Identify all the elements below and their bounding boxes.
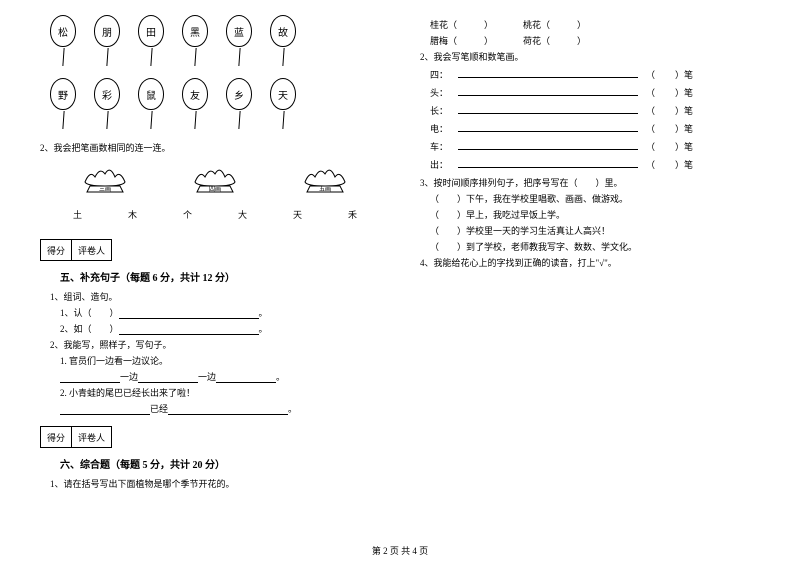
stroke-row: 头：（）笔 <box>430 86 760 99</box>
s6-q4: 4、我能给花心上的字找到正确的读音，打上"√"。 <box>420 256 760 269</box>
stroke-row: 电：（）笔 <box>430 122 760 135</box>
blank <box>168 405 288 415</box>
balloon-char: 故 <box>270 15 296 47</box>
s5-q1-2: 2、如（ ）。 <box>60 322 390 335</box>
blank <box>119 325 259 335</box>
char-row: 土 木 个 大 天 禾 <box>40 208 390 221</box>
flower-row: 桂花（ ） 桃花（ ） <box>430 18 760 31</box>
balloon-char: 黑 <box>182 15 208 47</box>
blank <box>458 95 638 96</box>
s6-q3-line: （ ）早上，我吃过早饭上学。 <box>430 208 760 221</box>
score-box: 得分 评卷人 <box>40 239 112 261</box>
balloon-char: 天 <box>270 78 296 110</box>
blank <box>119 309 259 319</box>
s5-q1: 1、组词、造句。 <box>50 290 390 303</box>
stroke-row: 四：（）笔 <box>430 68 760 81</box>
flower-row: 腊梅（ ） 荷花（ ） <box>430 34 760 47</box>
balloon-char: 乡 <box>226 78 252 110</box>
balloon-char: 田 <box>138 15 164 47</box>
balloon: 乡 <box>226 78 252 129</box>
grader-label: 评卷人 <box>72 427 111 447</box>
balloon-char: 彩 <box>94 78 120 110</box>
s5-q2: 2、我能写，照样子，写句子。 <box>50 338 390 351</box>
lotus-row: 三画 四画 五画 <box>40 162 390 198</box>
svg-text:五画: 五画 <box>319 186 331 193</box>
char: 禾 <box>348 208 357 221</box>
blank <box>60 373 120 383</box>
blank <box>138 373 198 383</box>
s6-q2: 2、我会写笔顺和数笔画。 <box>420 50 760 63</box>
balloon-char: 友 <box>182 78 208 110</box>
flower-item: 桂花（ ） <box>430 18 493 31</box>
blank <box>458 167 638 168</box>
s5-q2-1: 1. 官员们一边看一边议论。 <box>60 354 390 367</box>
balloon-char: 松 <box>50 15 76 47</box>
page-footer: 第 2 页 共 4 页 <box>0 544 800 557</box>
s5-q1-1: 1、认（ ）。 <box>60 306 390 319</box>
blank <box>458 113 638 114</box>
flower-item: 桃花（ ） <box>523 18 586 31</box>
s5-q2-2: 2. 小青蛙的尾巴已经长出来了啦！ <box>60 386 390 399</box>
blank <box>458 149 638 150</box>
lotus-icon: 三画 <box>75 162 135 198</box>
balloon: 田 <box>138 15 164 66</box>
score-box: 得分 评卷人 <box>40 426 112 448</box>
blank <box>458 131 638 132</box>
svg-text:四画: 四画 <box>209 186 221 193</box>
stroke-row: 车：（）笔 <box>430 140 760 153</box>
balloon-char: 野 <box>50 78 76 110</box>
balloon: 黑 <box>182 15 208 66</box>
char: 大 <box>238 208 247 221</box>
flower-item: 荷花（ ） <box>523 34 586 47</box>
flower-item: 腊梅（ ） <box>430 34 493 47</box>
balloon-char: 朋 <box>94 15 120 47</box>
s6-q1: 1、请在括号写出下面植物是哪个季节开花的。 <box>50 477 390 490</box>
balloon: 友 <box>182 78 208 129</box>
char: 天 <box>293 208 302 221</box>
section-6-title: 六、综合题（每题 5 分，共计 20 分） <box>60 456 390 471</box>
blank <box>60 405 150 415</box>
blank <box>216 373 276 383</box>
blank <box>458 77 638 78</box>
balloon: 蓝 <box>226 15 252 66</box>
section-5-title: 五、补充句子（每题 6 分，共计 12 分） <box>60 269 390 284</box>
s5-q2-fill2: 已经。 <box>60 402 390 415</box>
balloon: 朋 <box>94 15 120 66</box>
balloon-char: 蓝 <box>226 15 252 47</box>
balloon: 故 <box>270 15 296 66</box>
balloon: 野 <box>50 78 76 129</box>
balloon-char: 鼠 <box>138 78 164 110</box>
char: 个 <box>183 208 192 221</box>
s6-q3-line: （ ）学校里一天的学习生活真让人高兴！ <box>430 224 760 237</box>
score-label: 得分 <box>41 427 72 447</box>
grader-label: 评卷人 <box>72 240 111 260</box>
char: 木 <box>128 208 137 221</box>
balloon: 松 <box>50 15 76 66</box>
s6-q3: 3、按时间顺序排列句子，把序号写在（ ）里。 <box>420 176 760 189</box>
s6-q3-line: （ ）到了学校，老师教我写字、数数、学文化。 <box>430 240 760 253</box>
svg-text:三画: 三画 <box>99 186 111 193</box>
question-2-left: 2、我会把笔画数相同的连一连。 <box>40 141 390 154</box>
balloon-row-1: 松 朋 田 黑 蓝 故 <box>40 15 390 66</box>
stroke-row: 长：（）笔 <box>430 104 760 117</box>
s5-q2-fill: 一边一边。 <box>60 370 390 383</box>
stroke-row: 出：（）笔 <box>430 158 760 171</box>
s6-q3-line: （ ）下午，我在学校里唱歌、画画、做游戏。 <box>430 192 760 205</box>
char: 土 <box>73 208 82 221</box>
balloon: 天 <box>270 78 296 129</box>
score-label: 得分 <box>41 240 72 260</box>
balloon: 彩 <box>94 78 120 129</box>
lotus-icon: 五画 <box>295 162 355 198</box>
lotus-icon: 四画 <box>185 162 245 198</box>
balloon: 鼠 <box>138 78 164 129</box>
balloon-row-2: 野 彩 鼠 友 乡 天 <box>40 78 390 129</box>
